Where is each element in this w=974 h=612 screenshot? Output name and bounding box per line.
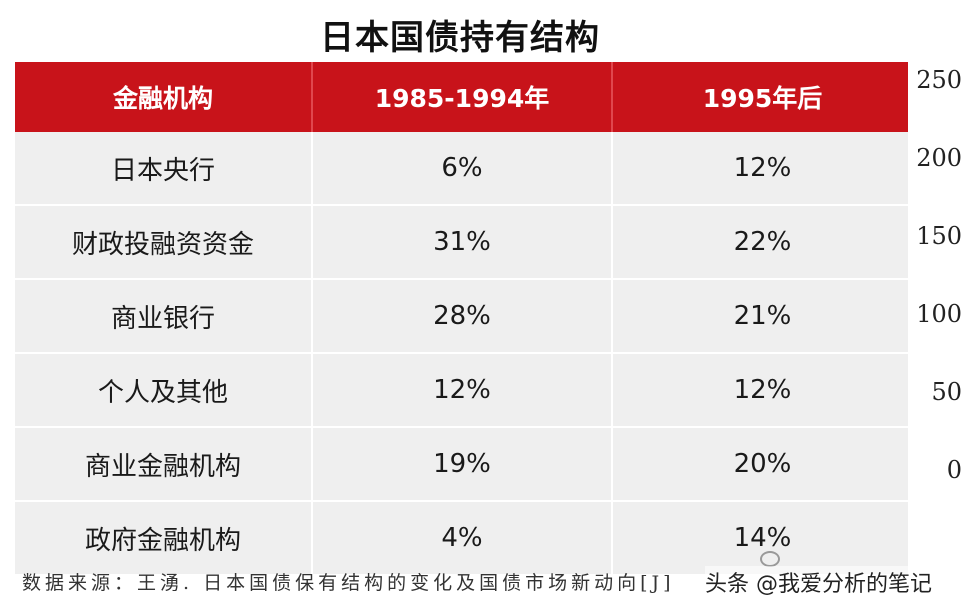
institution-cell: 日本央行: [110, 155, 215, 186]
watermark: 头条 @我爱分析的笔记: [705, 566, 932, 598]
table-header-row: 金融机构 1985-1994年 1995年后: [15, 62, 908, 132]
institution-cell: 政府金融机构: [84, 525, 241, 556]
institution-cell: 商业金融机构: [84, 451, 241, 482]
header-period-1995-after: 1995年后: [611, 62, 912, 132]
axis-tick-label: 0: [946, 456, 962, 484]
axis-tick-label: 250: [916, 66, 962, 94]
share-1985-1994-cell: 31%: [311, 206, 611, 278]
table-row: 商业银行 28% 21%: [15, 280, 908, 354]
share-1995-after-cell: 21%: [611, 280, 912, 352]
table-row: 日本央行 6% 12%: [15, 132, 908, 206]
header-institution: 金融机构: [112, 84, 213, 113]
institution-cell: 个人及其他: [97, 377, 228, 408]
institution-cell: 财政投融资资金: [71, 229, 254, 260]
share-1995-after-cell: 12%: [611, 354, 912, 426]
axis-tick-label: 150: [916, 222, 962, 250]
header-period-1985-1994: 1985-1994年: [311, 62, 611, 132]
institution-cell: 商业银行: [110, 303, 215, 334]
data-source-note: 数据来源：王湧. 日本国债保有结构的变化及国债市场新动向[J]: [22, 572, 675, 594]
share-1995-after-cell: 14%: [611, 502, 912, 574]
holdings-table: 金融机构 1985-1994年 1995年后 日本央行 6% 12% 财政投融资…: [15, 62, 908, 576]
right-axis: 250 200 150 100 50 0: [916, 0, 974, 560]
share-1995-after-cell: 22%: [611, 206, 912, 278]
axis-tick-label: 200: [916, 144, 962, 172]
share-1985-1994-cell: 6%: [311, 132, 611, 204]
share-1995-after-cell: 12%: [611, 132, 912, 204]
axis-tick-label: 100: [916, 300, 962, 328]
share-1985-1994-cell: 28%: [311, 280, 611, 352]
share-1985-1994-cell: 12%: [311, 354, 611, 426]
table-title: 日本国债持有结构: [320, 18, 600, 58]
table-row: 个人及其他 12% 12%: [15, 354, 908, 428]
table-row: 政府金融机构 4% 14%: [15, 502, 908, 576]
table-row: 财政投融资资金 31% 22%: [15, 206, 908, 280]
share-1985-1994-cell: 19%: [311, 428, 611, 500]
axis-tick-label: 50: [931, 378, 962, 406]
share-1985-1994-cell: 4%: [311, 502, 611, 574]
table-row: 商业金融机构 19% 20%: [15, 428, 908, 502]
chat-bubble-icon: [760, 551, 780, 567]
share-1995-after-cell: 20%: [611, 428, 912, 500]
